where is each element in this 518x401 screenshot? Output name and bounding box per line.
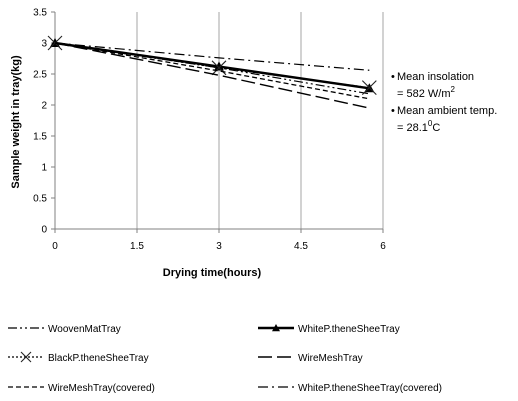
y-axis-label: Sample weight in tray(kg) <box>10 55 22 189</box>
legend-label: WoovenMatTray <box>48 324 121 335</box>
legend-label: WhiteP.theneSheeTray(covered) <box>298 383 442 394</box>
x-tick-label: 4.5 <box>294 241 308 252</box>
ambient-temp-unit: C <box>432 122 440 134</box>
y-tick-label: 1.5 <box>33 132 47 143</box>
annotation-bullet: • <box>391 105 395 117</box>
x-tick-label: 1.5 <box>130 241 144 252</box>
svg-text:= 582 W/m2: = 582 W/m2 <box>397 85 456 100</box>
insolation-label: Mean insolation <box>397 71 474 83</box>
y-tick-label: 0.5 <box>33 194 47 205</box>
axes <box>51 11 384 233</box>
x-tick-label: 0 <box>52 241 58 252</box>
x-marker <box>211 60 227 76</box>
x-axis-label: Drying time(hours) <box>163 267 262 279</box>
y-tick-label: 2.5 <box>33 70 47 81</box>
insolation-unit-sup: 2 <box>451 85 456 94</box>
annotations: • Mean insolation = 582 W/m2 • Mean ambi… <box>391 71 497 134</box>
series-line <box>54 42 370 109</box>
series-line <box>54 42 370 95</box>
x-marker <box>361 80 377 96</box>
ambient-temp-degree-sup: 0 <box>428 119 433 128</box>
legend-label: WireMeshTray(covered) <box>48 383 155 394</box>
y-tick-label: 3.5 <box>33 8 47 19</box>
x-marker <box>20 351 32 363</box>
y-tick-label: 1 <box>41 163 47 174</box>
insolation-value: = 582 W/m <box>397 88 451 100</box>
legend-label: BlackP.theneSheeTray <box>48 353 149 364</box>
gridlines <box>136 12 384 229</box>
y-tick-label: 3 <box>41 39 47 50</box>
triangle-marker <box>272 324 280 332</box>
tick-labels: 0 0.5 1 1.5 2 2.5 3 3.5 0 1.5 3 4.5 6 <box>33 8 386 253</box>
legend-label: WireMeshTray <box>298 353 363 364</box>
legend-label: WhiteP.theneSheeTray <box>298 324 400 335</box>
x-tick-label: 6 <box>380 241 386 252</box>
series-lines <box>47 35 377 109</box>
x-tick-label: 3 <box>216 241 222 252</box>
series-line <box>54 42 370 100</box>
legend: WoovenMatTray WhiteP.theneSheeTray BlackP.… <box>8 324 442 394</box>
y-tick-label: 2 <box>41 101 47 112</box>
ambient-temp-label: Mean ambient temp. <box>397 105 497 117</box>
annotation-bullet: • <box>391 71 395 83</box>
y-tick-label: 0 <box>41 225 47 236</box>
svg-text:= 28.10C: = 28.10C <box>397 119 440 134</box>
ambient-temp-value: = 28.1 <box>397 122 428 134</box>
series-line <box>54 42 370 71</box>
